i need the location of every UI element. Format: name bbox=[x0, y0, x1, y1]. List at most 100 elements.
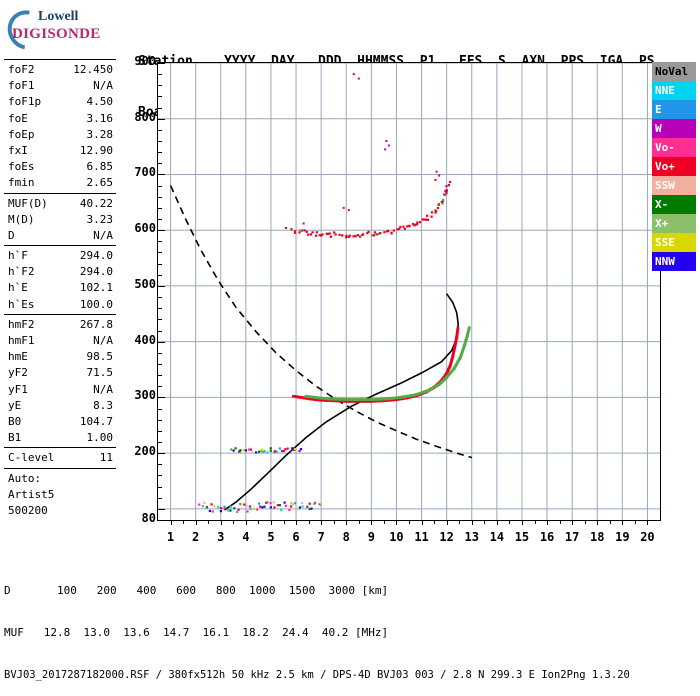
x-axis-minor-tick bbox=[233, 521, 235, 524]
y-axis-tick bbox=[158, 341, 165, 343]
y-axis-label: 300 bbox=[134, 388, 156, 403]
y-axis-tick bbox=[158, 363, 162, 365]
y-axis-tick bbox=[158, 441, 162, 443]
param-value: N/A bbox=[93, 228, 113, 242]
param-value: 98.5 bbox=[86, 350, 114, 364]
param-value: 3.23 bbox=[86, 212, 114, 226]
x-axis-tick bbox=[371, 521, 373, 525]
x-axis-label: 17 bbox=[564, 530, 580, 544]
param-divider bbox=[4, 59, 116, 60]
y-axis-tick bbox=[158, 352, 162, 354]
param-key: B1 bbox=[8, 431, 22, 445]
y-axis-label: 200 bbox=[134, 444, 156, 459]
param-key: h`Es bbox=[8, 297, 35, 311]
x-axis-minor-tick bbox=[333, 521, 335, 524]
x-axis-minor-tick bbox=[609, 521, 611, 524]
electron-density-profile bbox=[224, 293, 460, 511]
param-value: 4.50 bbox=[86, 95, 114, 109]
legend-item-sse[interactable]: SSE bbox=[652, 233, 696, 252]
param-key: MUF(D) bbox=[8, 196, 48, 210]
param-key: h`F bbox=[8, 249, 28, 263]
x-axis-minor-tick bbox=[283, 521, 285, 524]
footer-muf-row: MUF 12.8 13.0 13.6 14.7 16.1 18.2 24.4 4… bbox=[4, 626, 389, 639]
param-value: 1.00 bbox=[86, 431, 114, 445]
param-row-hmE: hmE 98.5 bbox=[4, 349, 116, 365]
y-axis-tick bbox=[158, 85, 162, 87]
param-key: hmE bbox=[8, 350, 28, 364]
param-row-hEs: h`Es 100.0 bbox=[4, 297, 116, 313]
param-row-MD: M(D) 3.23 bbox=[4, 212, 116, 228]
x-axis-minor-tick bbox=[534, 521, 536, 524]
y-axis-tick bbox=[158, 96, 162, 98]
legend-item-x-[interactable]: X+ bbox=[652, 214, 696, 233]
param-key: foF1 bbox=[8, 79, 35, 93]
y-axis-tick bbox=[158, 430, 162, 432]
param-value: 102.1 bbox=[79, 281, 113, 295]
y-axis-tick bbox=[158, 285, 165, 287]
series-x-trace-f2-x- bbox=[304, 326, 471, 401]
y-axis-tick bbox=[158, 297, 162, 299]
param-row-foF1p: foF1p 4.50 bbox=[4, 94, 116, 110]
y-axis-tick bbox=[158, 453, 165, 455]
x-axis-tick bbox=[321, 521, 323, 525]
ionospheric-parameters-panel: foF2 12.450 foF1 N/A foF1p 4.50 foE 3.16 foEp 3.2… bbox=[4, 58, 116, 519]
footer-distance-row: D 100 200 400 600 800 1000 1500 3000 [km… bbox=[4, 584, 389, 597]
x-axis-minor-tick bbox=[559, 521, 561, 524]
logo-lowell-text: Lowell bbox=[38, 9, 79, 24]
y-axis: 80 200 300 400 500 600 700 800 900 bbox=[120, 54, 156, 530]
param-key: yF1 bbox=[8, 382, 28, 396]
y-axis-tick bbox=[158, 63, 165, 64]
param-key: yF2 bbox=[8, 366, 28, 380]
param-value: N/A bbox=[93, 334, 113, 347]
param-value: 12.450 bbox=[73, 63, 113, 76]
x-axis-label: 18 bbox=[590, 530, 605, 544]
y-axis-tick bbox=[158, 107, 162, 109]
sparse-echo-speckle bbox=[285, 73, 448, 229]
x-axis-label: 14 bbox=[489, 530, 505, 544]
param-footer-line: 500200 bbox=[8, 503, 48, 517]
y-axis-tick bbox=[158, 129, 162, 131]
param-row-hmF2: hmF2 267.8 bbox=[4, 317, 116, 333]
param-value: 40.22 bbox=[79, 196, 113, 210]
x-axis-minor-tick bbox=[383, 521, 385, 524]
param-value: 2.65 bbox=[86, 176, 114, 190]
param-value: 11 bbox=[99, 451, 113, 465]
param-key: h`F2 bbox=[8, 265, 35, 279]
param-value: 100.0 bbox=[79, 297, 113, 311]
param-row-foF1: foF1 N/A bbox=[4, 78, 116, 94]
x-axis-tick bbox=[471, 521, 473, 525]
x-axis-tick bbox=[547, 521, 549, 525]
y-axis-tick bbox=[158, 408, 162, 410]
y-axis-tick bbox=[158, 419, 162, 421]
legend-item-noval[interactable]: NoVal bbox=[652, 62, 696, 81]
param-key: foEs bbox=[8, 160, 35, 174]
x-axis-tick bbox=[421, 521, 423, 525]
param-value: 71.5 bbox=[86, 366, 114, 380]
legend-item-nnw[interactable]: NNW bbox=[652, 252, 696, 271]
param-row-foE: foE 3.16 bbox=[4, 111, 116, 127]
legend-item-nne[interactable]: NNE bbox=[652, 81, 696, 100]
y-axis-label: 900 bbox=[134, 54, 156, 68]
legend-item-ssw[interactable]: SSW bbox=[652, 176, 696, 195]
legend-item-x-[interactable]: X- bbox=[652, 195, 696, 214]
legend-item-w[interactable]: W bbox=[652, 119, 696, 138]
legend-item-vo-[interactable]: Vo- bbox=[652, 138, 696, 157]
param-key: D bbox=[8, 228, 15, 242]
x-axis-label: 15 bbox=[514, 530, 530, 544]
x-axis-minor-tick bbox=[634, 521, 636, 524]
series-o-trace-f2-vo- bbox=[292, 326, 460, 403]
y-axis-tick bbox=[158, 397, 165, 399]
legend-item-e[interactable]: E bbox=[652, 100, 696, 119]
x-axis-tick bbox=[195, 521, 197, 525]
param-footer-line: Auto: bbox=[8, 471, 42, 485]
param-value: N/A bbox=[93, 79, 113, 93]
x-axis-label: 8 bbox=[342, 530, 350, 544]
x-axis-minor-tick bbox=[258, 521, 260, 524]
legend-item-vo-[interactable]: Vo+ bbox=[652, 157, 696, 176]
x-axis-tick bbox=[622, 521, 624, 525]
param-value: N/A bbox=[93, 382, 113, 396]
y-axis-tick bbox=[158, 508, 165, 510]
x-axis-minor-tick bbox=[308, 521, 310, 524]
y-axis-tick bbox=[158, 386, 162, 388]
footer-file-row: BVJ03_2017287182000.RSF / 380fx512h 50 k… bbox=[4, 669, 630, 681]
